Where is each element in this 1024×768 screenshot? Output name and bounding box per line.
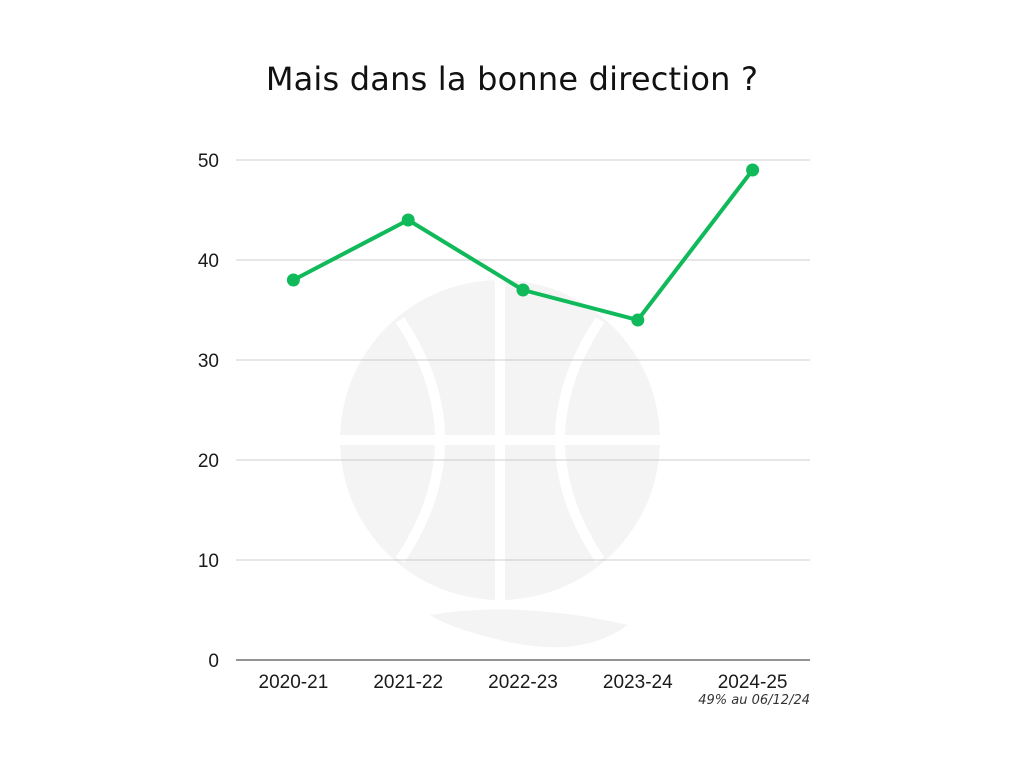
data-point [401, 213, 415, 227]
data-point [516, 283, 530, 297]
annotation-note: 49% au 06/12/24 [698, 693, 810, 708]
y-tick-label: 50 [198, 151, 219, 172]
data-point [286, 273, 300, 287]
y-tick-label: 20 [198, 451, 219, 472]
x-tick-label: 2022-23 [488, 672, 558, 693]
data-point [746, 163, 760, 177]
series [286, 163, 760, 327]
y-tick-label: 30 [198, 351, 219, 372]
y-tick-label: 0 [208, 651, 219, 672]
basketball-logo-watermark [340, 280, 660, 648]
watermark-swoosh [430, 609, 628, 648]
x-tick-label: 2024-25 [718, 672, 788, 693]
y-tick-label: 10 [198, 551, 219, 572]
x-tick-label: 2021-22 [373, 672, 443, 693]
x-axis-ticks: 2020-21 2021-22 2022-23 2023-24 2024-25 [259, 672, 788, 693]
y-axis-ticks: 0 10 20 30 40 50 [198, 151, 219, 672]
y-tick-label: 40 [198, 251, 219, 272]
annotations: 49% au 06/12/24 [698, 693, 810, 708]
chart-title: Mais dans la bonne direction ? [265, 60, 759, 98]
x-tick-label: 2023-24 [603, 672, 673, 693]
data-point [631, 313, 645, 327]
x-tick-label: 2020-21 [259, 672, 329, 693]
